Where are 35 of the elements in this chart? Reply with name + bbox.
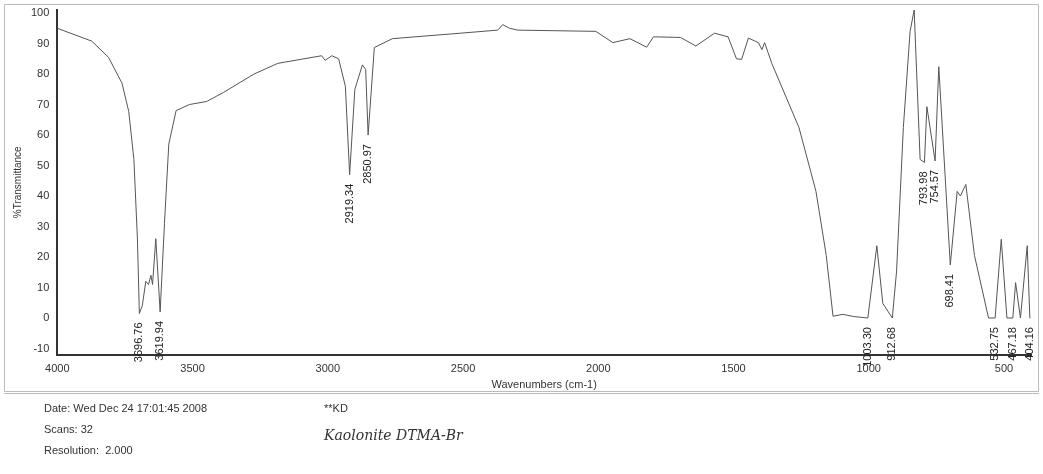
text: **KD bbox=[324, 402, 349, 416]
x-tick-label: 2000 bbox=[586, 362, 611, 375]
y-tick-label: 90 bbox=[37, 36, 50, 49]
text: Kaolonite DTMA-Br bbox=[324, 426, 465, 445]
y-tick-label: 100 bbox=[30, 6, 50, 19]
annotation: 467.18 bbox=[1005, 327, 1018, 361]
x-tick-label: 3000 bbox=[315, 362, 341, 375]
x-tick-label: 2500 bbox=[450, 362, 476, 375]
y-tick-label: 70 bbox=[37, 97, 50, 110]
y-tick-label: 60 bbox=[37, 128, 50, 141]
annotation: 404.16 bbox=[1022, 327, 1035, 361]
y-tick-label: 40 bbox=[37, 189, 50, 202]
annotation: 2850.97 bbox=[361, 144, 374, 184]
x-tick-label: 3500 bbox=[180, 362, 205, 375]
annotation: 3696.76 bbox=[132, 322, 145, 363]
y-tick-label: 10 bbox=[37, 280, 50, 293]
annotation: 698.41 bbox=[943, 273, 956, 308]
y-tick-label: 0 bbox=[43, 311, 50, 324]
text: Scans: 32 bbox=[44, 423, 94, 437]
y-tick-label: 80 bbox=[37, 67, 50, 80]
x-tick-label: 4000 bbox=[45, 362, 70, 375]
text: Resolution: 2.000 bbox=[44, 444, 134, 458]
x-axis-title: Wavenumbers (cm-1) bbox=[491, 378, 597, 391]
annotation: 754.57 bbox=[928, 169, 941, 204]
y-tick-label: 50 bbox=[37, 158, 50, 171]
text: Date: Wed Dec 24 17:01:45 2008 bbox=[44, 402, 209, 416]
y-tick-label: 20 bbox=[37, 250, 50, 263]
y-axis-title: %Transmittance bbox=[11, 145, 23, 219]
y-tick-label: 30 bbox=[37, 219, 50, 232]
y-tick-label: -10 bbox=[33, 341, 50, 354]
annotation: 2919.34 bbox=[342, 183, 355, 224]
annotation: 793.98 bbox=[917, 171, 930, 206]
x-tick-label: 1500 bbox=[721, 362, 746, 375]
x-tick-label: 500 bbox=[994, 362, 1014, 375]
annotation: 912.68 bbox=[885, 327, 898, 361]
